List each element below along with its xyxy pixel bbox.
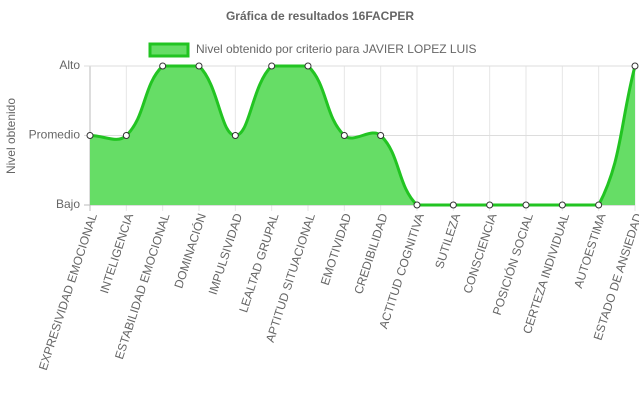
x-tick-label: IMPULSIVIDAD [206, 211, 246, 296]
point [413, 201, 421, 209]
x-tick-label: SUTILEZA [432, 212, 463, 271]
point [340, 132, 348, 139]
y-tick-label: Promedio [29, 128, 81, 142]
x-tick-label: AUTOESTIMA [571, 212, 608, 290]
x-tick-label: CREDIBILIDAD [351, 211, 390, 296]
point [159, 62, 167, 70]
x-tick-label: CONSCIENCIA [460, 212, 499, 296]
x-tick-label: DOMINACIÓN [171, 211, 209, 290]
point [377, 132, 385, 139]
point [268, 62, 276, 70]
point [522, 201, 530, 209]
point [631, 62, 639, 70]
point [449, 201, 457, 209]
point [231, 132, 239, 139]
x-tick-label: INTELIGENCIA [97, 212, 136, 296]
x-tick-label: LEALTAD GRUPAL [236, 211, 281, 314]
y-axis-label: Nivel obtenido [4, 98, 18, 174]
point [304, 62, 312, 70]
point [86, 132, 94, 139]
point [486, 201, 494, 209]
point [122, 132, 130, 139]
line [89, 64, 637, 207]
y-tick-label: Alto [59, 58, 80, 72]
point [558, 201, 566, 209]
x-tick-label: EXPRESIVIDAD EMOCIONAL [36, 211, 100, 372]
y-tick-label: Bajo [56, 197, 80, 211]
point [595, 201, 603, 209]
chart-title: Gráfica de resultados 16FACPER [226, 9, 414, 23]
legend-label: Nivel obtenido por criterio para JAVIER … [196, 42, 477, 56]
point [195, 62, 203, 70]
legend-swatch [148, 42, 190, 58]
x-tick-label: EMOTIVIDAD [318, 211, 354, 287]
